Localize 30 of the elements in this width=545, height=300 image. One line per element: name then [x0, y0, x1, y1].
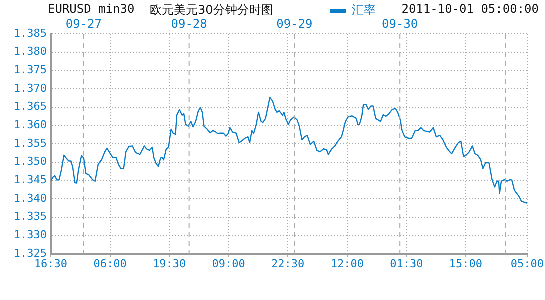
x-tick-label: 16:30	[34, 257, 68, 270]
chart-subtitle: EURUSD min30	[48, 2, 135, 16]
x-tick-label: 15:00	[449, 257, 483, 270]
y-tick-label: 1.385	[14, 26, 47, 40]
y-tick-label: 1.345	[14, 174, 47, 187]
y-tick-label: 1.365	[14, 100, 47, 114]
y-tick-label: 1.325	[14, 246, 47, 260]
text: 2011-10-01 05:00:00	[402, 2, 539, 16]
x-tick-label: 19:30	[153, 257, 186, 270]
x-tick-label: 06:00	[94, 257, 127, 270]
y-tick-label: 1.360	[14, 118, 47, 132]
y-tick-label: 1.375	[14, 64, 47, 77]
x-tick-label: 09:00	[212, 257, 246, 270]
ref-line-label: 09-30	[382, 17, 418, 32]
y-tick-label: 1.380	[14, 45, 47, 58]
x-tick-label: 22:30	[272, 257, 305, 270]
x-tick-label: 05:00	[510, 257, 544, 270]
x-tick-label: 01:30	[390, 257, 424, 270]
y-tick-label: 1.335	[14, 210, 47, 224]
y-tick-label: 1.330	[14, 228, 47, 242]
y-tick-label: 1.370	[14, 82, 47, 95]
ref-line-label: 09-29	[276, 17, 313, 32]
ref-line-label: 09-28	[171, 17, 208, 32]
y-tick-label: 1.355	[14, 136, 47, 150]
y-tick-label: 1.340	[14, 192, 47, 205]
x-tick-label: 12:00	[330, 257, 364, 270]
ref-line-label: 09-27	[66, 17, 102, 32]
y-tick-label: 1.350	[14, 155, 47, 168]
legend-label: 汇率	[351, 3, 376, 17]
chart-title: 欧元美元30分钟分时图	[150, 2, 274, 19]
